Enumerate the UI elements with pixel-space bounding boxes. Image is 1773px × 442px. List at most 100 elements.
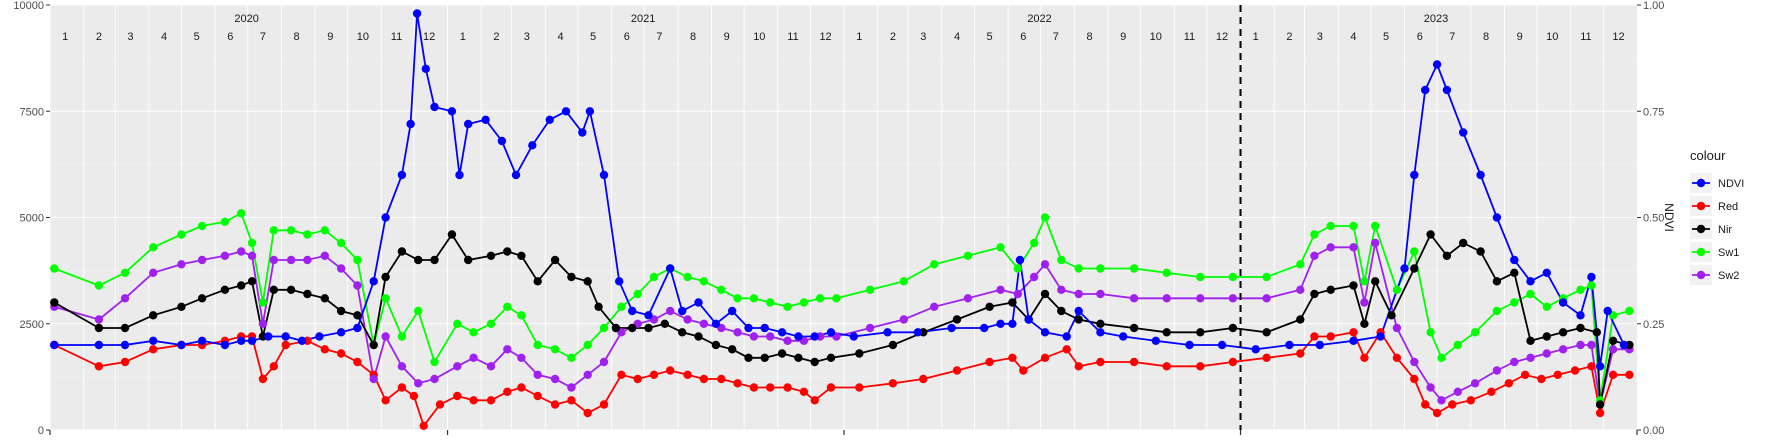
legend-label-red: Red xyxy=(1718,201,1738,213)
legend-marker-sw1 xyxy=(1696,247,1706,257)
data-point-nir xyxy=(628,323,637,333)
data-point-sw2 xyxy=(269,255,278,265)
data-point-ndvi xyxy=(406,119,415,129)
data-point-sw1 xyxy=(1096,264,1105,273)
data-point-ndvi xyxy=(1074,306,1083,316)
legend: colour NDVI Red Nir Sw1 Sw2 xyxy=(1690,148,1744,285)
data-point-ndvi xyxy=(578,128,587,137)
data-point-sw1 xyxy=(1029,238,1039,248)
data-point-nir xyxy=(794,353,803,362)
data-point-ndvi xyxy=(744,323,753,333)
data-point-sw1 xyxy=(832,294,841,303)
data-point-nir xyxy=(1162,328,1171,337)
month-label: 8 xyxy=(690,31,696,43)
data-point-red xyxy=(1019,366,1028,375)
data-point-ndvi xyxy=(1040,328,1050,337)
data-point-ndvi xyxy=(777,328,787,337)
data-point-sw1 xyxy=(550,345,560,354)
data-point-ndvi xyxy=(1185,340,1194,350)
data-point-sw1 xyxy=(533,340,542,350)
data-point-sw2 xyxy=(120,294,130,303)
month-label: 10 xyxy=(753,31,765,43)
data-point-red xyxy=(1296,349,1305,358)
data-point-ndvi xyxy=(1603,306,1612,316)
data-point-ndvi xyxy=(447,107,457,116)
data-point-ndvi xyxy=(1421,85,1430,95)
data-point-ndvi xyxy=(1442,85,1452,95)
data-point-ndvi xyxy=(1587,272,1596,282)
data-point-ndvi xyxy=(247,336,257,345)
data-point-sw2 xyxy=(683,315,692,324)
data-point-red xyxy=(1062,345,1071,354)
data-point-ndvi xyxy=(561,107,571,116)
data-point-sw1 xyxy=(1392,285,1402,294)
data-point-sw1 xyxy=(1437,353,1446,362)
data-point-nir xyxy=(50,298,59,307)
data-point-red xyxy=(533,391,542,401)
data-point-sw1 xyxy=(699,277,709,286)
month-label: 6 xyxy=(624,31,630,43)
data-point-sw1 xyxy=(799,298,809,307)
data-point-sw2 xyxy=(237,247,246,256)
data-point-red xyxy=(766,383,775,392)
data-point-sw2 xyxy=(1437,396,1446,405)
data-point-red xyxy=(149,345,158,354)
month-label: 11 xyxy=(787,31,798,43)
data-point-sw1 xyxy=(633,289,642,299)
data-point-sw1 xyxy=(1410,247,1419,256)
data-point-sw2 xyxy=(963,294,973,303)
month-label: 10 xyxy=(1150,31,1162,43)
data-point-nir xyxy=(826,353,836,362)
data-point-sw2 xyxy=(749,332,759,341)
legend-label-nir: Nir xyxy=(1718,224,1732,236)
data-point-red xyxy=(952,366,962,375)
series-points xyxy=(50,9,1634,430)
data-point-nir xyxy=(1476,247,1485,256)
data-point-red xyxy=(120,357,130,367)
data-point-nir xyxy=(1228,323,1238,333)
data-point-nir xyxy=(694,332,703,341)
data-point-ndvi xyxy=(996,319,1005,328)
data-point-nir xyxy=(1459,238,1468,248)
data-point-sw2 xyxy=(397,362,407,371)
data-point-nir xyxy=(1360,319,1369,328)
data-point-ndvi xyxy=(1096,328,1105,337)
data-point-ndvi xyxy=(728,306,737,316)
data-point-sw2 xyxy=(486,362,496,371)
data-point-red xyxy=(649,370,659,379)
data-point-sw2 xyxy=(1326,243,1335,252)
data-point-sw2 xyxy=(1360,298,1369,307)
data-point-nir xyxy=(369,340,378,350)
data-point-sw1 xyxy=(320,226,329,235)
y-left-tick-label: 0 xyxy=(38,425,44,437)
data-point-sw2 xyxy=(1074,289,1083,299)
data-point-ndvi xyxy=(1015,255,1025,265)
data-point-sw1 xyxy=(237,209,246,218)
data-point-sw1 xyxy=(469,328,478,337)
data-point-nir xyxy=(952,315,962,324)
data-point-sw2 xyxy=(414,379,423,388)
data-point-nir xyxy=(1442,251,1452,260)
data-point-nir xyxy=(486,251,496,260)
data-point-sw1 xyxy=(1349,221,1358,231)
data-point-sw2 xyxy=(766,332,775,341)
data-point-red xyxy=(733,379,742,388)
data-point-nir xyxy=(149,311,158,320)
data-point-nir xyxy=(503,247,512,256)
data-point-sw2 xyxy=(1587,340,1596,350)
month-label: 6 xyxy=(1020,31,1026,43)
data-point-red xyxy=(1392,353,1402,362)
data-point-nir xyxy=(660,319,669,328)
data-point-red xyxy=(353,357,362,367)
data-point-sw1 xyxy=(1371,221,1380,231)
data-point-red xyxy=(567,396,576,405)
data-point-nir xyxy=(644,323,653,333)
data-point-red xyxy=(1074,362,1083,371)
data-point-sw2 xyxy=(1371,238,1380,248)
data-point-nir xyxy=(678,328,687,337)
data-point-nir xyxy=(711,340,721,350)
data-point-sw1 xyxy=(766,298,775,307)
data-point-ndvi xyxy=(455,170,464,180)
data-point-nir xyxy=(1008,298,1017,307)
data-point-ndvi xyxy=(1217,340,1227,350)
